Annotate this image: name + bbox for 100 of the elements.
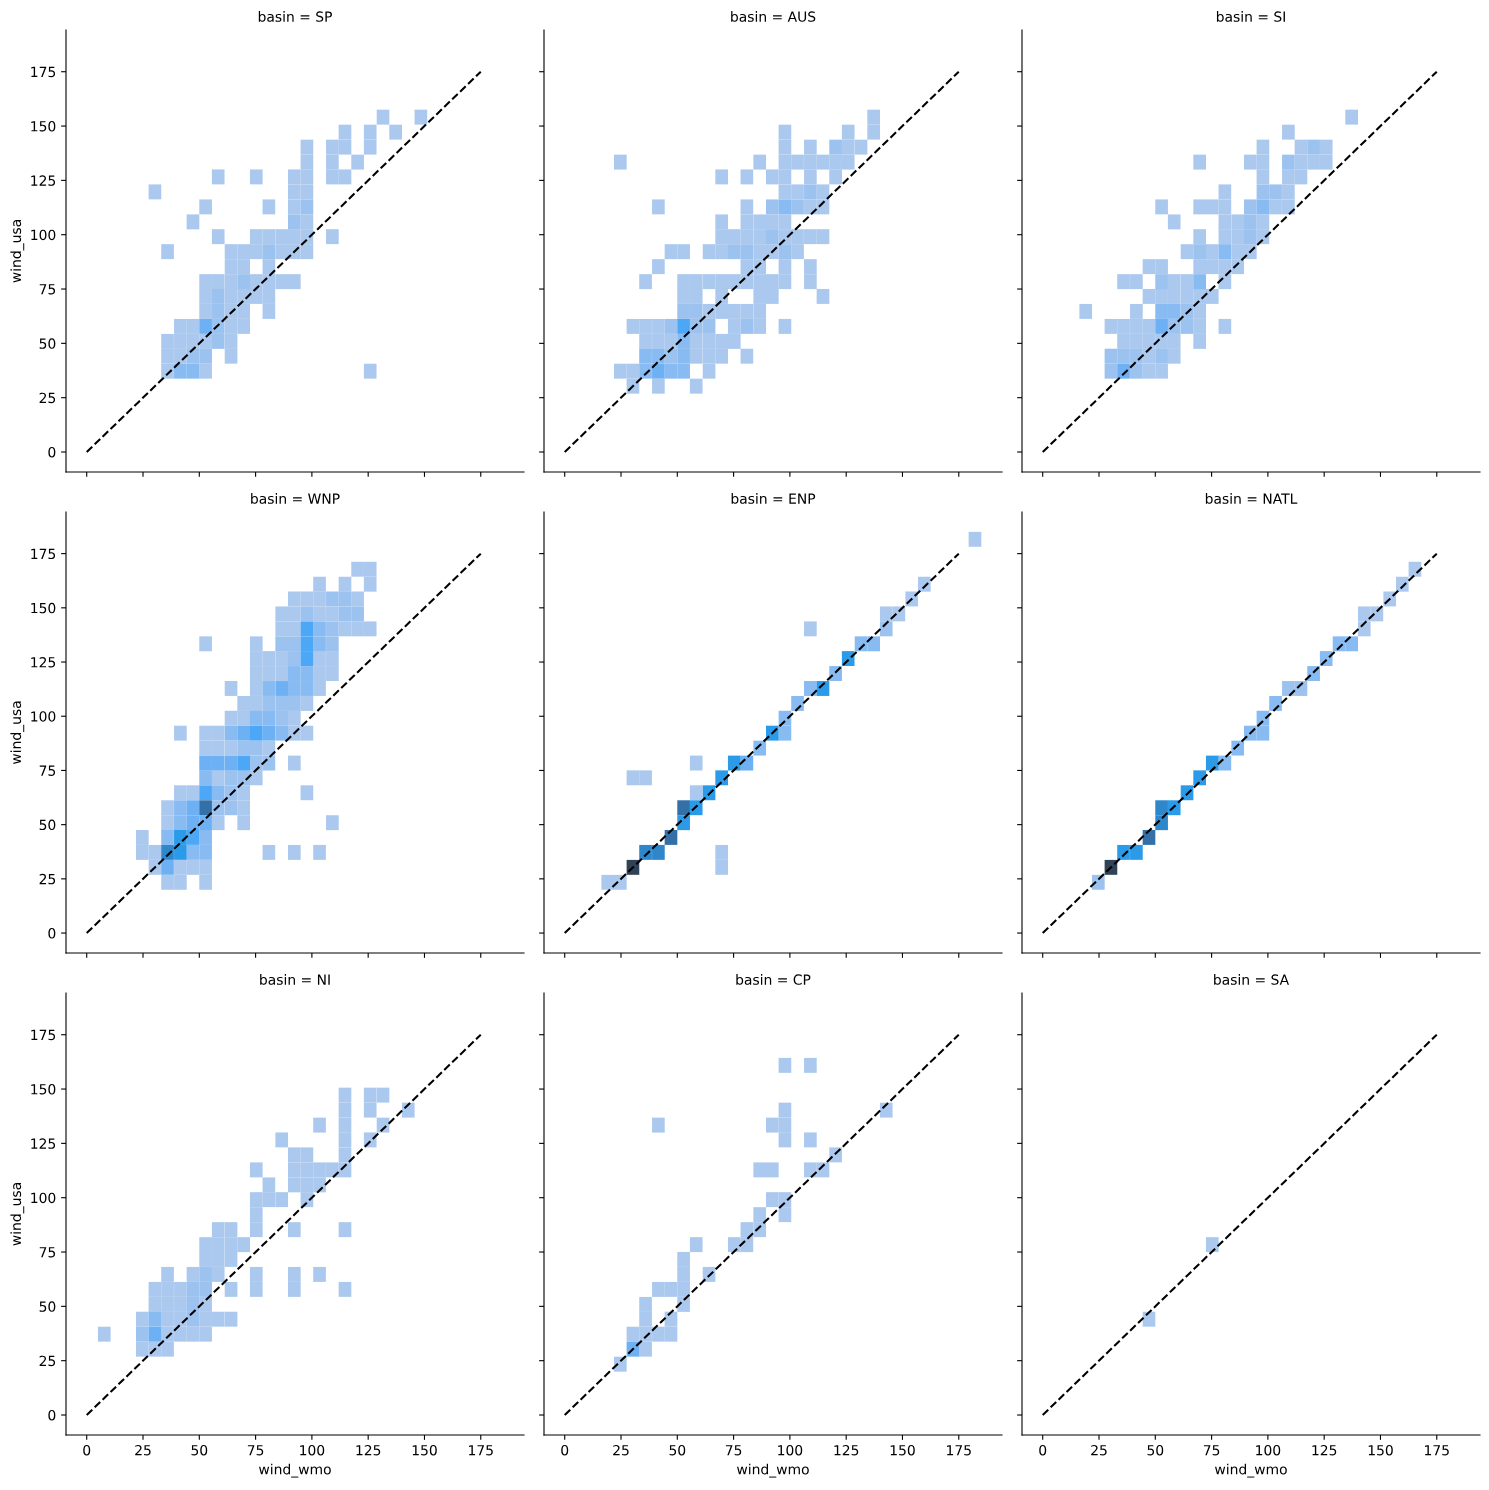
point [639,1341,652,1357]
chart-title: basin = AUS [731,11,816,22]
point [626,1326,640,1342]
point [287,681,301,696]
point [765,1192,779,1208]
point [1104,348,1118,364]
point [174,815,187,831]
x-axis-title: wind_wmo [259,1463,331,1478]
y-tick-label: 75 [39,1247,56,1258]
point [326,636,339,652]
point [689,1237,703,1253]
chart-title: basin = SI [1216,11,1285,22]
point [1180,318,1194,334]
point [727,244,741,260]
point [778,725,792,741]
point [1357,621,1371,637]
point [1205,755,1219,771]
point [715,859,728,875]
x-tick-label: 75 [725,1445,742,1456]
point [778,1117,792,1133]
chart-title: basin = NI [260,974,330,985]
point [689,755,703,771]
point [1155,800,1168,816]
point [1269,695,1282,711]
point [677,1266,690,1282]
point [778,199,792,215]
point [1193,244,1206,260]
point [1256,725,1270,741]
y-axis-title: wind_usa [10,701,25,765]
point [804,1057,817,1073]
point [199,318,212,334]
point [199,829,212,845]
y-tick-label: 100 [31,711,56,722]
point [791,695,804,711]
point [199,348,212,364]
x-tick-label: 125 [1312,1444,1337,1456]
point [275,710,289,726]
y-tick-label: 0 [48,928,56,939]
y-tick-label: 125 [31,175,56,186]
point [313,621,326,637]
point [1104,363,1118,379]
point [727,1237,741,1253]
point [326,591,339,607]
point [211,785,225,801]
y-tick-label: 125 [31,657,56,668]
point [715,844,728,860]
point [1130,363,1143,379]
x-tick-label: 125 [356,1444,381,1456]
point [199,755,212,771]
point [1193,274,1206,290]
point [1345,636,1358,652]
x-tick-label: 50 [669,1444,686,1456]
point [275,636,289,652]
point [224,755,238,771]
point [300,681,314,696]
point [338,606,352,622]
point [249,710,263,726]
point [249,725,263,741]
point [174,844,187,860]
point [791,199,804,215]
point [136,1326,149,1342]
point [753,1222,767,1238]
y-tick-label: 175 [31,66,56,78]
point [186,815,200,831]
y-tick-label: 125 [31,1138,56,1149]
x-tick-label: 100 [778,1444,803,1456]
x-tick-label: 50 [191,1444,208,1456]
point [689,785,703,801]
point [186,1296,200,1312]
point [237,755,250,771]
point [249,755,263,771]
x-tick-label: 25 [613,1444,629,1456]
y-tick-label: 25 [39,873,56,885]
x-tick-label: 25 [135,1444,151,1456]
point [1155,348,1168,364]
point [879,621,893,637]
point [1269,184,1282,200]
point [1307,139,1320,155]
x-tick-label: 150 [412,1444,437,1456]
point [1155,274,1168,290]
point [664,363,678,379]
point [300,666,314,681]
x-tick-label: 150 [1368,1444,1393,1456]
chart-title: basin = NATL [1205,493,1298,504]
chart-title: basin = ENP [731,493,816,504]
point [300,636,314,652]
point [199,770,212,786]
point [262,710,276,726]
point [727,755,741,771]
y-tick-label: 100 [31,1192,56,1204]
point [740,318,754,334]
point [313,636,326,652]
point [639,1296,652,1312]
point [702,318,716,334]
chart-title: basin = WNP [251,493,340,504]
point [224,725,238,741]
point [1130,348,1143,364]
point [300,199,314,215]
point [689,303,703,319]
point [778,1207,792,1223]
